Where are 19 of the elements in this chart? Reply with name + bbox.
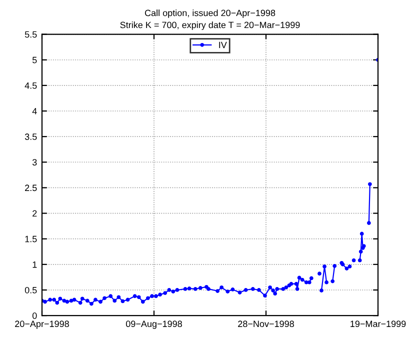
x-tick-label: 28−Nov−1998 <box>238 320 294 328</box>
y-tick-label: 3 <box>32 159 37 166</box>
y-tick-label: 0.5 <box>24 286 37 294</box>
y-tick-label: 2 <box>32 210 37 217</box>
y-tick-label: 4 <box>32 108 37 114</box>
x-tick-label: 09−Aug−1998 <box>126 320 182 329</box>
y-tick-label: 4.5 <box>24 82 37 89</box>
y-tick-label: 1.5 <box>25 236 37 242</box>
y-tick-label: 1 <box>32 261 37 268</box>
x-tick-label: 20−Apr−1998 <box>15 320 69 329</box>
chart-title: Call option, issued 20−Apr−1998 <box>144 10 276 18</box>
chart-subtitle: Strike K = 700, expiry date T = 20−Mar−1999 <box>120 22 300 30</box>
y-tick-label: 0 <box>32 312 37 319</box>
y-tick-label: 3.5 <box>24 134 37 140</box>
y-tick-label: 5 <box>32 56 37 64</box>
y-tick-label: 5.5 <box>24 31 37 38</box>
legend-label: IV <box>219 42 227 48</box>
x-tick-label: 19−Mar−1999 <box>350 320 406 328</box>
y-tick-label: 2.5 <box>25 184 37 192</box>
